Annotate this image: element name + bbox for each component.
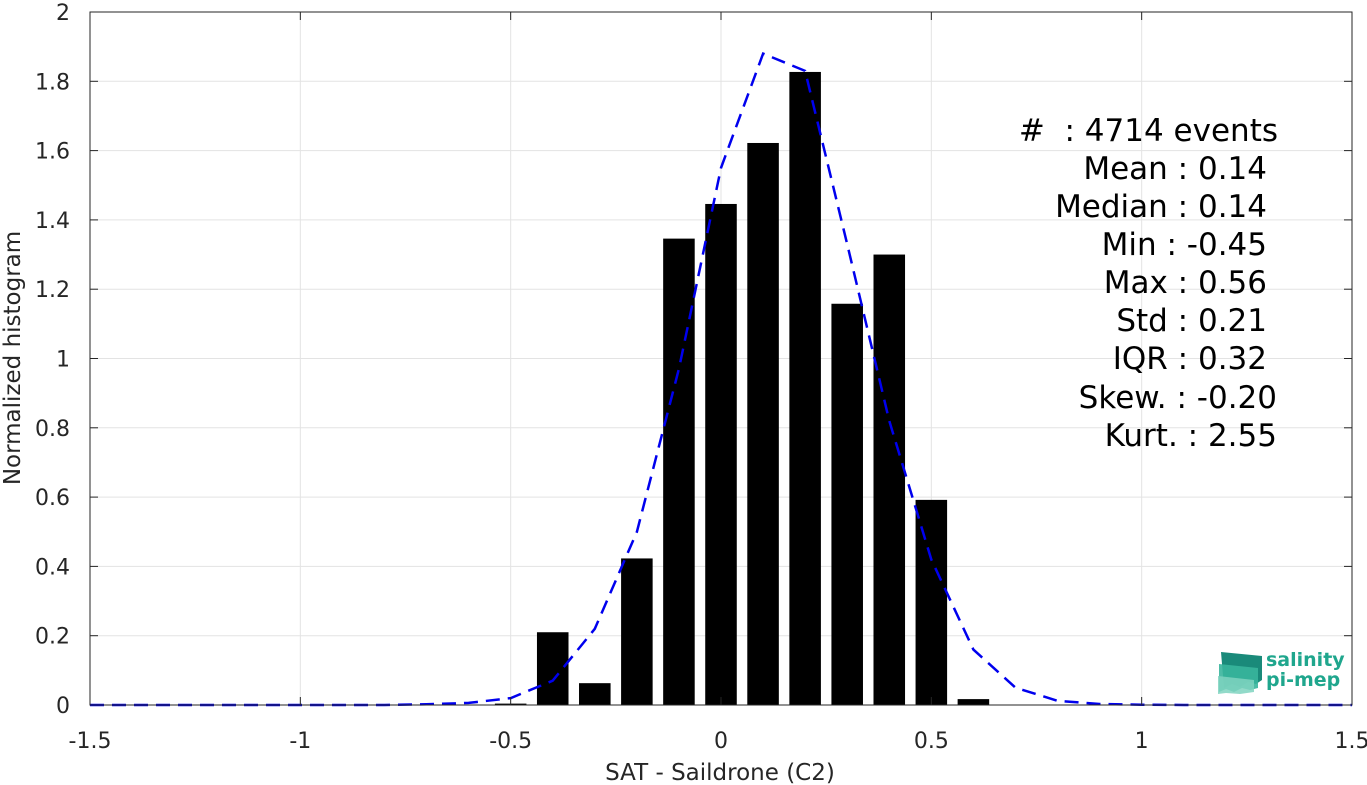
- x-axis-label: SAT - Saildrone (C2): [605, 760, 835, 785]
- stats-box: # : 4714 events Mean : 0.14 Median : 0.1…: [1019, 113, 1278, 454]
- histogram-bar: [536, 632, 569, 705]
- stat-median: Median : 0.14: [1055, 189, 1267, 225]
- histogram-bar: [957, 699, 990, 705]
- y-tick-label: 1: [56, 348, 70, 373]
- x-tick-label: -0.5: [489, 729, 532, 754]
- histogram-bar: [873, 254, 906, 706]
- y-tick-label: 1.2: [35, 278, 70, 303]
- histogram-bar: [915, 499, 948, 705]
- y-tick-label: 1.6: [35, 140, 70, 165]
- y-tick-label: 0.8: [35, 417, 70, 442]
- histogram-bar: [831, 303, 863, 705]
- stat-min: Min : -0.45: [1102, 227, 1267, 263]
- x-tick-label: 0: [714, 729, 728, 754]
- histogram-bar: [705, 203, 737, 705]
- x-tick-label: -1.5: [69, 729, 112, 754]
- stat-std: Std : 0.21: [1116, 303, 1267, 339]
- salinity-pimep-logo: salinity pi-mep: [1218, 649, 1345, 694]
- stat-skew: Skew. : -0.20: [1079, 380, 1277, 416]
- y-tick-label: 0.2: [35, 625, 70, 650]
- y-tick-label: 0.4: [35, 555, 70, 580]
- y-axis-label: Normalized histogram: [0, 231, 26, 485]
- histogram-bar: [663, 238, 695, 705]
- histogram-bar: [579, 683, 611, 705]
- stat-max: Max : 0.56: [1104, 265, 1267, 301]
- histogram-bars: [494, 71, 990, 706]
- x-tick-label: -1: [289, 729, 311, 754]
- x-tick-label: 0.5: [914, 729, 949, 754]
- y-tick-label: 1.4: [35, 209, 70, 234]
- histogram-bar: [789, 71, 821, 705]
- x-tick-label: 1.5: [1335, 729, 1367, 754]
- logo-line-salinity: salinity: [1266, 649, 1345, 671]
- y-tick-label: 1.8: [35, 70, 70, 95]
- y-tick-labels: 0 0.2 0.4 0.6 0.8 1 1.2 1.4 1.6 1.8 2: [35, 1, 70, 719]
- histogram-bar: [747, 142, 779, 706]
- y-tick-label: 0.6: [35, 486, 70, 511]
- y-tick-label: 2: [56, 1, 70, 26]
- x-tick-labels: -1.5 -1 -0.5 0 0.5 1 1.5: [69, 729, 1367, 754]
- logo-line-pimep: pi-mep: [1266, 669, 1340, 691]
- histogram-bar: [621, 558, 653, 705]
- stat-mean: Mean : 0.14: [1083, 151, 1267, 187]
- stat-count: # : 4714 events: [1019, 113, 1278, 149]
- x-tick-label: 1: [1135, 729, 1149, 754]
- axes: [89, 11, 1353, 706]
- y-tick-label: 0: [56, 694, 70, 719]
- wave-logo-icon: [1218, 652, 1262, 694]
- stat-kurt: Kurt. : 2.55: [1105, 418, 1277, 454]
- stat-iqr: IQR : 0.32: [1113, 341, 1267, 377]
